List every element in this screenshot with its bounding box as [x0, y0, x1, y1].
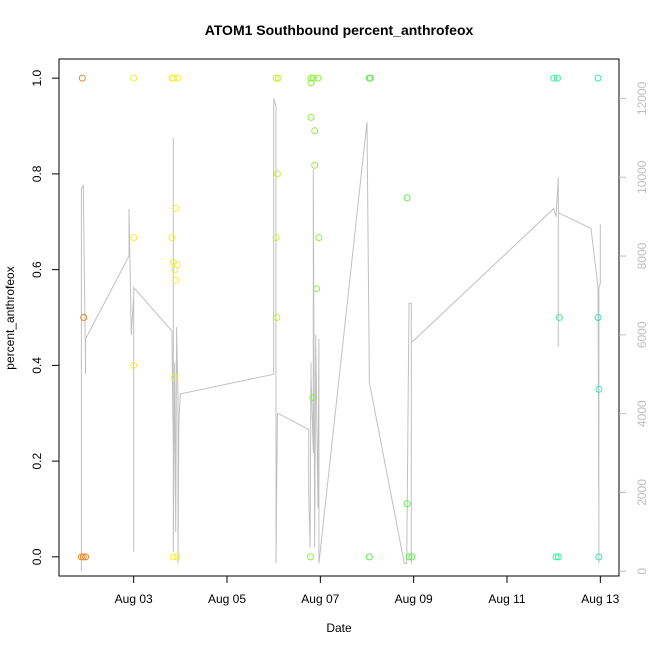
chart-title: ATOM1 Southbound percent_anthrofeox — [205, 22, 474, 38]
data-point — [272, 234, 280, 242]
data-point — [169, 258, 177, 266]
data-point — [550, 74, 558, 82]
data-point — [79, 553, 87, 561]
secondary-y-tick-label: 10000 — [635, 160, 649, 194]
data-point — [272, 74, 280, 82]
secondary-y-tick-label: 8000 — [635, 242, 649, 269]
y-tick-label: 1.0 — [30, 69, 44, 86]
data-point — [82, 553, 90, 561]
data-point — [173, 553, 181, 561]
data-point — [80, 314, 88, 321]
y-tick-label: 0.0 — [30, 548, 44, 565]
data-point — [595, 385, 603, 393]
y-tick-label: 0.2 — [30, 452, 44, 469]
data-point — [594, 74, 602, 82]
x-axis-label: Date — [326, 621, 352, 635]
data-point — [314, 74, 322, 82]
secondary-y-tick-label: 6000 — [635, 321, 649, 348]
data-point — [594, 314, 602, 321]
data-point — [130, 74, 138, 82]
data-point — [595, 553, 603, 561]
x-tick-label: Aug 09 — [395, 592, 433, 606]
data-point — [403, 500, 411, 508]
secondary-series-line — [80, 98, 601, 572]
data-point — [170, 74, 178, 82]
data-point — [169, 553, 177, 561]
data-point — [307, 113, 315, 121]
data-point — [309, 393, 317, 401]
data-point — [130, 361, 138, 369]
data-point — [77, 553, 85, 561]
data-point — [130, 234, 138, 242]
y-tick-label: 0.4 — [30, 357, 44, 374]
data-point — [366, 74, 374, 82]
data-point — [315, 234, 323, 242]
data-point — [403, 194, 411, 202]
y-axis-label: percent_anthrofeox — [3, 266, 17, 369]
secondary-y-tick-label: 0 — [635, 568, 649, 575]
data-point — [311, 127, 319, 135]
x-tick-label: Aug 13 — [581, 592, 619, 606]
secondary-y-tick-label: 4000 — [635, 400, 649, 427]
plot-area — [77, 74, 603, 572]
data-point — [173, 261, 181, 269]
data-point — [273, 314, 281, 321]
data-point — [307, 74, 315, 82]
data-point — [313, 285, 321, 293]
y-tick-label: 0.6 — [30, 261, 44, 278]
data-point — [365, 553, 373, 561]
data-point — [78, 74, 86, 82]
x-tick-label: Aug 03 — [115, 592, 153, 606]
data-point — [552, 553, 560, 561]
data-point — [553, 74, 561, 82]
data-point — [172, 276, 180, 284]
data-point — [172, 204, 180, 212]
data-point — [274, 74, 282, 82]
y-tick-label: 0.8 — [30, 165, 44, 182]
x-tick-label: Aug 11 — [488, 592, 525, 606]
data-point — [554, 553, 562, 561]
data-point — [555, 314, 563, 321]
data-point — [273, 170, 281, 178]
data-point — [307, 553, 314, 561]
secondary-y-tick-label: 12000 — [635, 81, 649, 115]
data-point — [311, 161, 319, 169]
data-point — [405, 553, 413, 561]
x-tick-label: Aug 07 — [301, 592, 339, 606]
data-point — [307, 79, 315, 87]
data-point — [170, 373, 178, 381]
plot-frame — [58, 58, 620, 577]
data-point — [408, 553, 416, 561]
data-point — [168, 234, 176, 242]
secondary-y-tick-label: 2000 — [635, 479, 649, 506]
x-tick-label: Aug 05 — [208, 592, 246, 606]
data-point — [174, 74, 182, 82]
